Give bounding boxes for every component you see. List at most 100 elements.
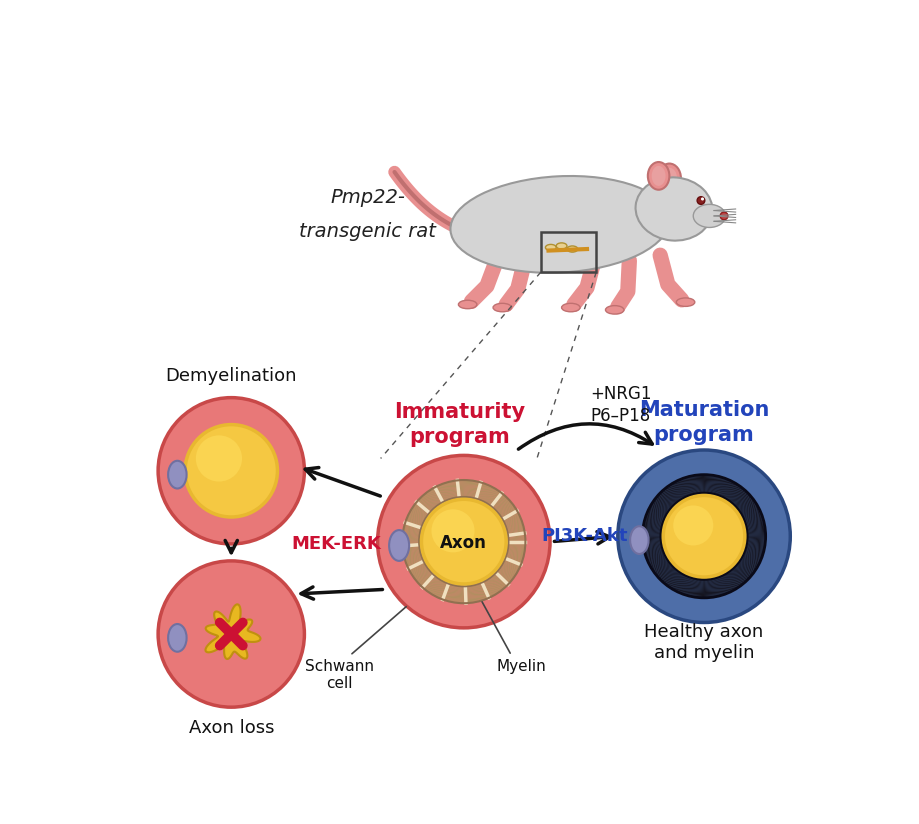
Wedge shape: [437, 582, 445, 597]
Wedge shape: [504, 517, 520, 524]
Wedge shape: [507, 547, 525, 550]
Wedge shape: [745, 545, 764, 549]
Wedge shape: [678, 576, 686, 593]
Wedge shape: [642, 541, 661, 545]
Wedge shape: [649, 507, 665, 516]
Wedge shape: [685, 578, 691, 595]
Wedge shape: [688, 476, 694, 494]
Wedge shape: [743, 552, 760, 560]
Wedge shape: [402, 536, 419, 539]
Ellipse shape: [561, 303, 580, 311]
Wedge shape: [743, 553, 760, 561]
Wedge shape: [694, 475, 698, 494]
Wedge shape: [669, 572, 680, 588]
Wedge shape: [485, 580, 494, 596]
Wedge shape: [484, 487, 494, 503]
Wedge shape: [654, 562, 669, 574]
Wedge shape: [700, 475, 702, 494]
Wedge shape: [695, 475, 698, 494]
Wedge shape: [642, 526, 661, 530]
Wedge shape: [447, 584, 452, 602]
Wedge shape: [503, 513, 518, 522]
Wedge shape: [468, 480, 471, 498]
Wedge shape: [478, 583, 484, 600]
Wedge shape: [643, 546, 662, 551]
Wedge shape: [443, 584, 449, 600]
Wedge shape: [676, 575, 685, 592]
Wedge shape: [507, 545, 525, 547]
Wedge shape: [411, 509, 425, 518]
Wedge shape: [507, 536, 525, 538]
Wedge shape: [403, 534, 419, 537]
Wedge shape: [503, 563, 517, 572]
Text: Maturation
program: Maturation program: [638, 400, 768, 445]
Wedge shape: [507, 550, 524, 555]
Wedge shape: [688, 578, 694, 597]
Wedge shape: [746, 529, 765, 531]
Wedge shape: [448, 585, 452, 602]
Wedge shape: [483, 581, 493, 597]
Wedge shape: [647, 511, 664, 519]
Wedge shape: [743, 511, 760, 519]
Wedge shape: [711, 475, 716, 494]
Wedge shape: [456, 586, 459, 603]
Wedge shape: [494, 498, 507, 511]
Wedge shape: [735, 494, 749, 508]
Wedge shape: [646, 552, 664, 559]
Wedge shape: [444, 584, 450, 601]
Wedge shape: [728, 486, 740, 501]
Wedge shape: [651, 559, 667, 569]
Wedge shape: [493, 575, 505, 588]
Ellipse shape: [630, 527, 648, 554]
Wedge shape: [402, 542, 419, 544]
Wedge shape: [448, 585, 453, 602]
Wedge shape: [418, 572, 431, 584]
Wedge shape: [505, 521, 521, 527]
Wedge shape: [507, 550, 524, 554]
Wedge shape: [667, 571, 678, 587]
Wedge shape: [720, 479, 727, 497]
Wedge shape: [471, 586, 474, 602]
Wedge shape: [505, 556, 521, 563]
Wedge shape: [411, 508, 425, 518]
Wedge shape: [501, 565, 516, 575]
Wedge shape: [435, 581, 443, 597]
Wedge shape: [479, 484, 485, 500]
Wedge shape: [681, 479, 688, 496]
Wedge shape: [423, 494, 435, 508]
Wedge shape: [480, 485, 486, 500]
Wedge shape: [746, 527, 765, 531]
Wedge shape: [402, 545, 419, 548]
Wedge shape: [506, 523, 522, 529]
Wedge shape: [715, 477, 721, 495]
Wedge shape: [729, 571, 741, 586]
Wedge shape: [681, 577, 688, 594]
Wedge shape: [664, 488, 676, 503]
Circle shape: [673, 505, 712, 545]
Wedge shape: [707, 475, 709, 494]
Wedge shape: [506, 526, 523, 531]
Wedge shape: [746, 527, 765, 530]
Wedge shape: [642, 542, 661, 545]
Wedge shape: [735, 495, 750, 508]
Circle shape: [431, 509, 474, 552]
Wedge shape: [696, 475, 698, 494]
Wedge shape: [476, 483, 482, 499]
Wedge shape: [425, 493, 436, 507]
Ellipse shape: [605, 306, 623, 314]
Wedge shape: [488, 578, 498, 593]
Wedge shape: [437, 485, 445, 501]
Wedge shape: [448, 482, 452, 499]
Wedge shape: [643, 522, 662, 527]
Wedge shape: [726, 484, 737, 500]
Wedge shape: [651, 503, 667, 514]
Wedge shape: [656, 564, 671, 577]
Wedge shape: [483, 487, 493, 502]
Wedge shape: [402, 538, 419, 540]
Wedge shape: [671, 484, 681, 499]
Wedge shape: [422, 575, 434, 588]
Ellipse shape: [168, 624, 187, 652]
Wedge shape: [406, 558, 422, 564]
Wedge shape: [403, 525, 420, 530]
Wedge shape: [403, 552, 420, 558]
